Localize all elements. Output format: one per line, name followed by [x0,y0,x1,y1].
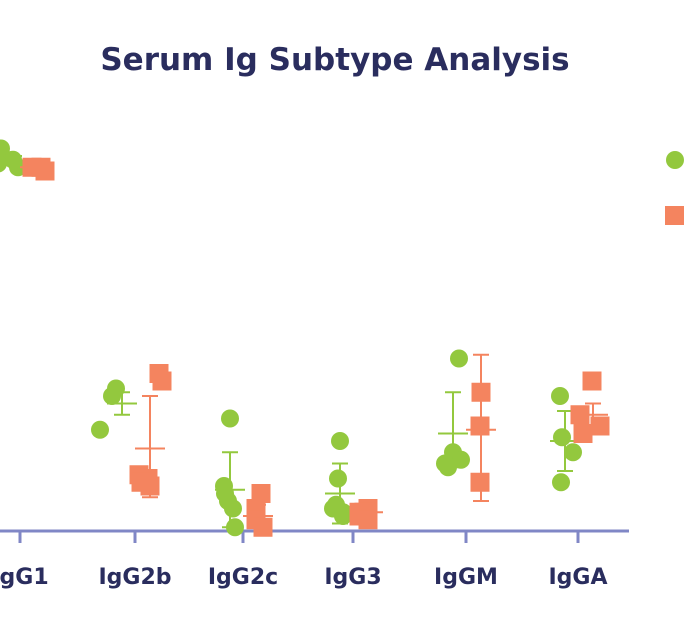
legend [665,151,684,225]
legend-marker-circle [666,151,684,169]
chart-title: Serum Ig Subtype Analysis [100,42,569,78]
data-point [0,154,7,173]
data-point [251,484,271,503]
data-point [552,473,570,492]
series-squares [20,157,610,537]
data-point [334,507,352,525]
data-point [470,472,490,492]
data-point [91,420,109,439]
data-point [573,424,593,443]
series-circles [0,139,582,537]
data-point [452,450,470,469]
x-tick-label: IgGM [434,565,498,590]
x-tick-label: IgG2c [208,565,278,590]
data-point [253,517,273,537]
data-point [107,379,125,398]
data-point [470,416,490,436]
data-point [221,409,239,428]
data-point [224,499,242,518]
data-point [471,382,491,402]
data-point [551,387,569,405]
data-point [450,349,468,368]
data-point [590,416,610,436]
data-point [140,476,160,496]
data-point [570,405,590,425]
data-point [582,371,602,391]
data-series [0,139,610,537]
x-tick-label: IgG3 [324,565,381,590]
data-point [152,371,172,391]
data-point [226,518,244,537]
data-point [439,458,457,477]
data-point [553,428,571,447]
data-point [331,432,349,450]
x-tick-label: IgGA [548,565,607,590]
legend-marker-square [665,206,684,225]
x-axis: IgG1 IgG2b IgG2c IgG3 IgGM IgGA [0,529,629,590]
data-point [358,510,378,530]
data-point [35,161,55,181]
data-point [329,469,347,488]
x-tick-label: IgG2b [98,565,171,590]
x-tick-label: IgG1 [0,565,49,590]
data-point [564,443,582,462]
